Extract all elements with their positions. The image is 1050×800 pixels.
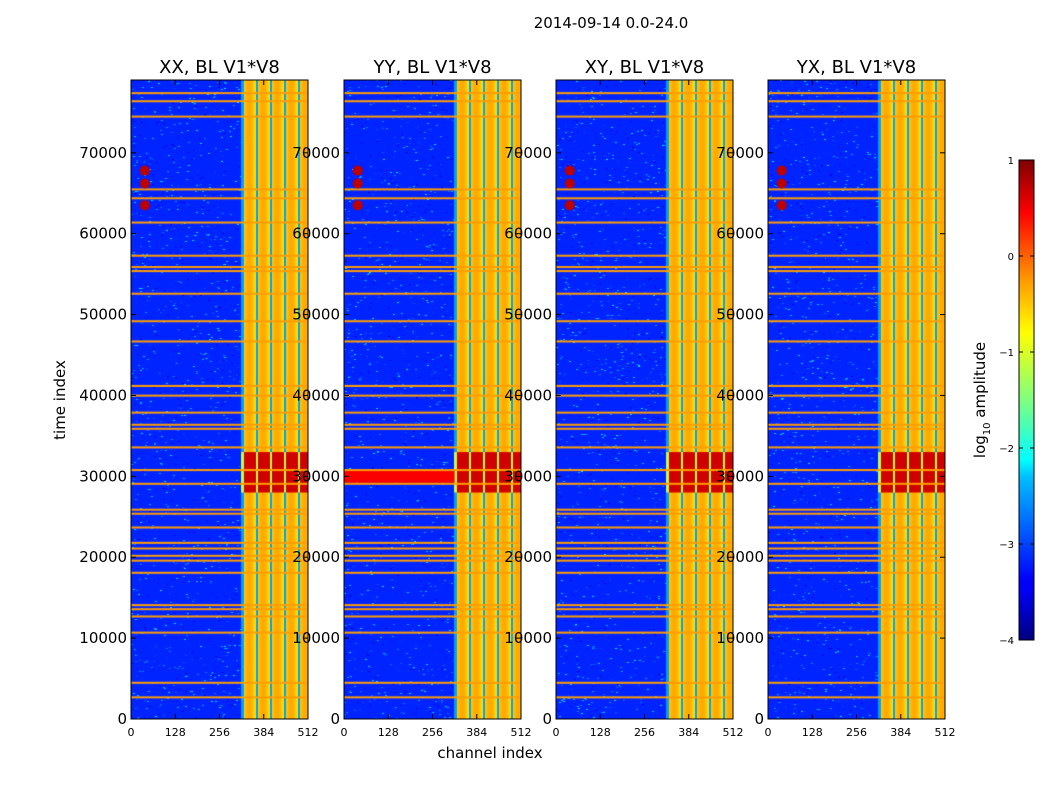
y-tick-label: 0	[542, 710, 552, 728]
x-tick-label: 256	[846, 726, 867, 739]
y-tick-label: 70000	[504, 144, 552, 162]
colorbar: 10−1−2−3−4 log10 amplitude	[971, 156, 1035, 647]
y-tick-label: 30000	[79, 467, 127, 485]
y-tick-label: 20000	[504, 548, 552, 566]
colorbar-tick-label: 1	[1008, 156, 1014, 167]
x-tick-label: 384	[890, 726, 911, 739]
colorbar-gradient	[1018, 159, 1035, 641]
x-tick-label: 0	[553, 726, 560, 739]
y-tick-label: 60000	[716, 225, 764, 243]
x-tick-label: 512	[723, 726, 744, 739]
y-tick-label: 70000	[79, 144, 127, 162]
y-tick-label: 10000	[504, 629, 552, 647]
y-tick-label: 50000	[716, 306, 764, 324]
colorbar-label-sub: 10	[982, 422, 993, 435]
y-tick-label: 30000	[716, 467, 764, 485]
y-tick-label: 0	[330, 710, 340, 728]
colorbar-tick-label: −4	[999, 636, 1014, 647]
panel-xy: 0 128 256 384 512 0 10000 20000 30000 40000 50000 6…	[504, 57, 743, 739]
x-tick-label: 0	[128, 726, 135, 739]
y-tick-label: 40000	[504, 386, 552, 404]
y-tick-label: 20000	[79, 548, 127, 566]
heatmap-image	[344, 80, 521, 719]
y-tick-label: 40000	[292, 386, 340, 404]
x-tick-label: 256	[634, 726, 655, 739]
x-tick-label: 128	[165, 726, 186, 739]
y-tick-label: 10000	[292, 629, 340, 647]
x-tick-label: 0	[341, 726, 348, 739]
heatmap-image	[768, 80, 945, 719]
y-tick-label: 10000	[79, 629, 127, 647]
y-tick-label: 70000	[716, 144, 764, 162]
y-tick-label: 40000	[79, 386, 127, 404]
y-tick-label: 50000	[79, 306, 127, 324]
y-tick-label: 60000	[292, 225, 340, 243]
colorbar-label-main: log	[971, 435, 989, 458]
colorbar-label-tail: amplitude	[971, 342, 989, 423]
figure-title: 2014-09-14 0.0-24.0	[534, 14, 689, 32]
panel-title: YX, BL V1*V8	[796, 57, 916, 78]
colorbar-ticks: 1 0 −1 −2 −3 −4	[999, 156, 1034, 647]
x-tick-label: 128	[378, 726, 399, 739]
x-tick-label: 384	[253, 726, 274, 739]
x-tick-label: 512	[298, 726, 319, 739]
x-tick-label: 256	[209, 726, 230, 739]
x-tick-label: 384	[678, 726, 699, 739]
colorbar-tick-label: −1	[999, 348, 1014, 359]
y-tick-label: 60000	[79, 225, 127, 243]
y-tick-label: 20000	[716, 548, 764, 566]
panel-xx: 0 128 256 384 512 0 10000 20000 30000 40000 50000 6…	[79, 57, 318, 739]
colorbar-tick-label: −2	[999, 444, 1014, 455]
y-tick-label: 50000	[292, 306, 340, 324]
y-tick-label: 0	[754, 710, 764, 728]
x-axis-label: channel index	[437, 744, 542, 762]
y-tick-label: 60000	[504, 225, 552, 243]
panel-yy: 0 128 256 384 512 0 10000 20000 30000 40000 50000 6…	[292, 57, 531, 739]
panel-title: YY, BL V1*V8	[372, 57, 491, 78]
y-tick-label: 30000	[504, 467, 552, 485]
x-tick-label: 512	[935, 726, 956, 739]
x-tick-label: 128	[802, 726, 823, 739]
x-tick-label: 512	[511, 726, 532, 739]
x-tick-label: 384	[466, 726, 487, 739]
y-tick-label: 30000	[292, 467, 340, 485]
panel-title: XY, BL V1*V8	[585, 57, 704, 78]
colorbar-tick-label: 0	[1008, 252, 1014, 263]
heatmap-image	[131, 80, 308, 719]
y-tick-label: 0	[117, 710, 127, 728]
x-tick-label: 0	[765, 726, 772, 739]
y-tick-label: 20000	[292, 548, 340, 566]
panel-yx: 0 128 256 384 512 0 10000 20000 30000 40000 50000 6…	[716, 57, 955, 739]
x-tick-label: 128	[590, 726, 611, 739]
y-tick-label: 70000	[292, 144, 340, 162]
panel-title: XX, BL V1*V8	[159, 57, 280, 78]
x-tick-label: 256	[422, 726, 443, 739]
colorbar-label: log10 amplitude	[971, 342, 993, 458]
heatmap-image	[556, 80, 733, 719]
y-tick-label: 50000	[504, 306, 552, 324]
y-tick-label: 10000	[716, 629, 764, 647]
colorbar-tick-label: −3	[999, 540, 1014, 551]
y-tick-label: 40000	[716, 386, 764, 404]
spectrogram-panels: 0 128 256 384 512 0 10000 20000 30000 40000 50000 6…	[79, 57, 955, 739]
y-axis-label: time index	[51, 360, 69, 440]
